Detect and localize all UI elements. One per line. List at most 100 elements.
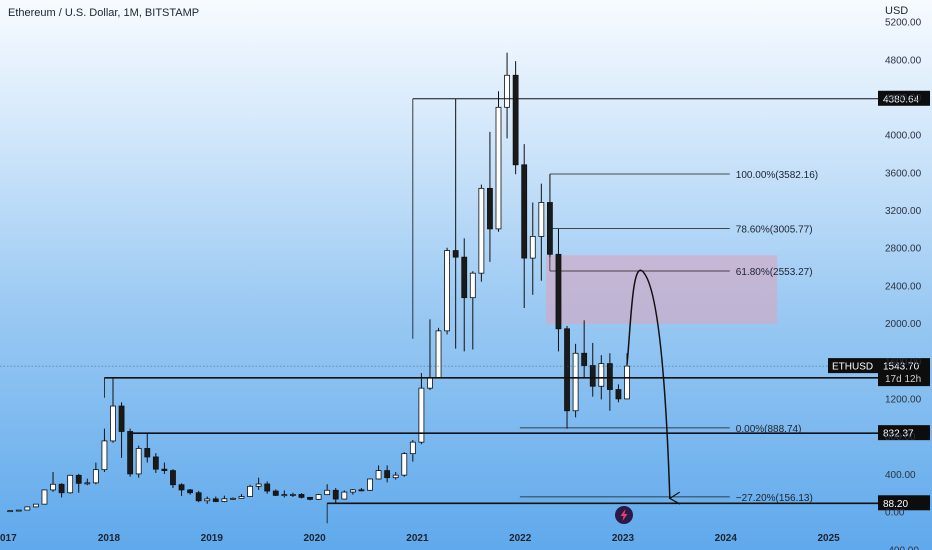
candle: [401, 452, 408, 477]
price-tag-bg: [878, 425, 930, 441]
y-tick-label: 1200.00: [885, 395, 922, 406]
candle-body-down: [75, 474, 82, 484]
candle-body-up: [367, 478, 373, 491]
candle-body-up: [598, 363, 605, 387]
candle: [298, 493, 305, 499]
candle-body-down: [152, 456, 159, 470]
candle-body-down: [332, 489, 339, 500]
candle: [264, 481, 271, 494]
candle-body-down: [452, 250, 459, 258]
candle-body-down: [512, 74, 519, 166]
candle-body-down: [178, 484, 185, 491]
candle-body-up: [50, 483, 56, 491]
candle: [512, 61, 519, 175]
candle: [427, 319, 433, 391]
candle-body-down: [307, 496, 313, 500]
candle-body-up: [204, 498, 211, 502]
candle-body-down: [358, 489, 365, 492]
candle-body-down: [118, 405, 125, 432]
y-tick-label: 2000.00: [885, 319, 922, 330]
zone-layer: [545, 255, 778, 325]
y-tick-label: 4400.00: [885, 93, 922, 104]
candle-body-up: [247, 485, 253, 497]
candle-body-up: [495, 106, 502, 230]
candle: [75, 473, 82, 493]
candle: [178, 483, 185, 497]
last-price-countdown: 17d 12h: [885, 374, 921, 385]
candle: [195, 490, 202, 503]
y-tick-label: 5200.00: [885, 18, 922, 29]
candle: [15, 509, 22, 512]
candle-body-down: [581, 352, 588, 366]
candle-body-up: [238, 496, 245, 499]
candle-body-down: [461, 256, 468, 299]
y-tick-label: 2800.00: [885, 244, 922, 255]
projection-arrow: [626, 269, 681, 505]
candle-body-down: [606, 363, 613, 390]
candle: [152, 453, 159, 473]
candle-body-down: [272, 490, 279, 496]
candle: [504, 52, 510, 139]
candle: [538, 183, 545, 281]
candle: [281, 490, 288, 498]
candle: [487, 131, 493, 262]
candle-body-down: [170, 470, 176, 486]
candle: [24, 506, 31, 511]
x-tick-label: 2021: [406, 533, 429, 544]
candle-body-up: [230, 497, 236, 500]
candle-body-down: [144, 448, 151, 458]
candle: [452, 98, 459, 349]
candle-body-up: [324, 489, 331, 496]
y-tick-label: 3200.00: [885, 206, 922, 217]
y-tick-label: 800.00: [885, 432, 916, 443]
candle: [358, 488, 365, 492]
candle: [392, 472, 399, 480]
candle: [332, 488, 339, 504]
candle-body-up: [315, 494, 322, 500]
candle: [324, 484, 331, 496]
candle-body-down: [161, 468, 168, 471]
candle: [375, 465, 382, 480]
y-tick-label: 2400.00: [885, 281, 922, 292]
candle: [238, 494, 245, 499]
tradingview-bolt-icon[interactable]: [615, 506, 633, 524]
candle-body-down: [615, 389, 622, 400]
fib-level-label: 61.80%(2553.27): [736, 267, 813, 278]
candle-body-down: [58, 483, 65, 494]
candle-body-up: [444, 250, 451, 332]
candle: [33, 503, 39, 508]
y-tick-label: 0.00: [885, 508, 905, 519]
candle-body-down: [555, 253, 562, 330]
price-tag-bg: [878, 495, 930, 511]
candle-body-up: [427, 377, 433, 389]
x-tick-label: 2022: [509, 533, 532, 544]
candle-body-up: [33, 503, 39, 508]
candle: [495, 91, 502, 232]
candle: [170, 469, 176, 489]
candle: [101, 428, 108, 473]
candle: [307, 496, 313, 501]
x-tick-label: 017: [0, 533, 17, 544]
candle-body-down: [487, 187, 493, 230]
candle: [110, 377, 116, 443]
candle: [247, 484, 253, 497]
fib-level-label: −27.20%(156.13): [736, 493, 813, 504]
candle-body-up: [255, 483, 262, 487]
y-tick-label: 4800.00: [885, 55, 922, 66]
symbol-tag-label: ETHUSD: [832, 362, 873, 373]
candle-body-up: [92, 469, 99, 484]
candle: [341, 490, 348, 500]
candles-layer: [7, 52, 630, 513]
candle: [58, 483, 65, 498]
candle: [118, 402, 125, 458]
candle-body-up: [504, 74, 510, 108]
candle-body-up: [84, 482, 91, 485]
x-tick-label: 2024: [715, 533, 738, 544]
sell-zone-box: [545, 255, 778, 325]
candle-body-up: [624, 365, 630, 400]
fib-level-label: 100.00%(3582.16): [736, 170, 818, 181]
fib-level-label: 78.60%(3005.77): [736, 224, 813, 235]
candle-body-up: [435, 330, 442, 379]
candle-body-up: [418, 387, 425, 443]
